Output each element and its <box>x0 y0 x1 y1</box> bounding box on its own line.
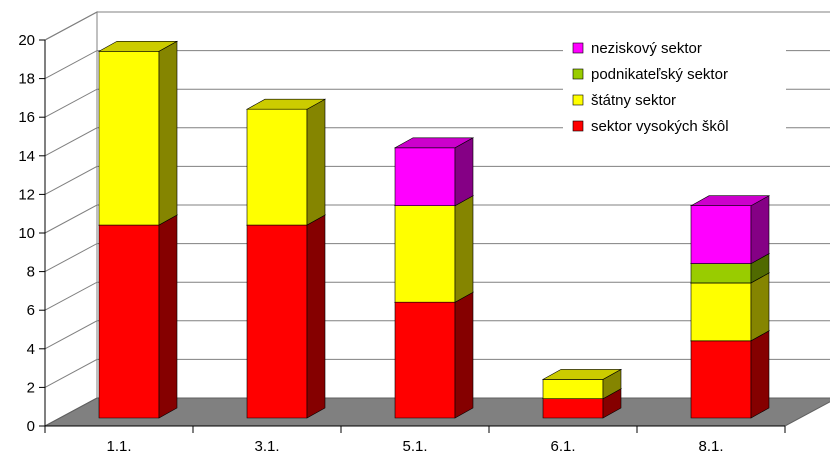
bar-front-face <box>542 379 604 400</box>
y-tick-label: 2 <box>27 379 35 396</box>
x-axis-tick-labels: 1.1. 3.1. 5.1. 6.1. 8.1. <box>106 438 723 453</box>
x-tick-label: 5.1. <box>402 438 427 453</box>
legend-swatch <box>572 68 584 80</box>
y-tick-label: 0 <box>27 418 35 435</box>
bar-segment <box>97 40 179 226</box>
x-tick-label: 3.1. <box>254 438 279 453</box>
legend-swatch <box>572 120 584 132</box>
gridline <box>44 204 830 234</box>
bar-side-face <box>454 137 474 207</box>
bar-segment <box>393 291 475 419</box>
y-tick-label: 10 <box>18 225 35 242</box>
bar-front-face <box>690 205 752 264</box>
y-tick-label: 20 <box>18 32 35 49</box>
bar-side-face <box>750 272 770 342</box>
legend-label: štátny sektor <box>591 92 676 109</box>
bar-top-face <box>393 137 475 149</box>
bar-side-face <box>750 195 770 265</box>
bars <box>97 40 771 419</box>
bar-top-face <box>689 195 771 206</box>
bar-side-face <box>454 291 474 419</box>
bar-side-face <box>306 98 326 226</box>
legend-box <box>563 32 786 142</box>
bar-front-face <box>394 205 456 303</box>
bar-front-face <box>246 224 308 419</box>
x-tick-label: 1.1. <box>106 438 131 453</box>
y-tick-label: 8 <box>27 264 35 281</box>
bar-front-face <box>98 50 160 226</box>
gridline <box>44 320 830 350</box>
x-tick-label: 6.1. <box>550 438 575 453</box>
gridline <box>44 11 830 41</box>
bar-segment <box>393 195 475 303</box>
gridlines <box>44 11 830 388</box>
y-tick-label: 18 <box>18 71 35 88</box>
bar-segment <box>97 214 179 419</box>
bar-segment <box>393 137 475 207</box>
bar-front-face <box>690 340 752 419</box>
y-tick-label: 16 <box>18 109 35 126</box>
bar-segment <box>245 98 327 226</box>
bar-front-face <box>690 282 752 342</box>
legend-label: neziskový sektor <box>591 40 702 57</box>
legend-swatch <box>572 94 584 106</box>
y-tick-label: 6 <box>27 302 35 319</box>
y-axis-tick-labels: 0 2 4 6 8 10 12 14 16 18 20 <box>18 32 35 435</box>
bar-top-face <box>97 40 179 52</box>
bar-front-face <box>394 301 456 419</box>
bar-top-face <box>245 98 327 110</box>
axes <box>39 39 786 433</box>
bar-front-face <box>690 263 752 284</box>
bar-side-face <box>454 195 474 303</box>
legend-label: sektor vysokých škôl <box>591 118 729 135</box>
bar-side-face <box>158 214 178 419</box>
gridline <box>44 165 830 195</box>
bar-front-face <box>246 108 308 226</box>
bar-top-face <box>541 369 623 380</box>
legend-swatch <box>572 42 584 54</box>
bar-segment <box>689 330 771 419</box>
bar-side-face <box>750 330 770 419</box>
gridline <box>44 281 830 311</box>
bar-side-face <box>158 40 178 226</box>
bar-front-face <box>542 398 604 419</box>
y-tick-label: 14 <box>18 148 35 165</box>
gridline <box>44 243 830 273</box>
bar-front-face <box>98 224 160 419</box>
y-tick-label: 4 <box>27 341 35 358</box>
legend: neziskový sektor podnikateľský sektor štát… <box>563 32 786 142</box>
bar-segment <box>689 195 771 265</box>
bar-side-face <box>306 214 326 419</box>
bar-segment <box>245 214 327 419</box>
legend-label: podnikateľský sektor <box>591 66 728 83</box>
y-tick-label: 12 <box>18 186 35 203</box>
x-tick-label: 8.1. <box>698 438 723 453</box>
bar-front-face <box>394 147 456 206</box>
gridline <box>44 358 830 388</box>
bar-segment <box>541 368 623 400</box>
